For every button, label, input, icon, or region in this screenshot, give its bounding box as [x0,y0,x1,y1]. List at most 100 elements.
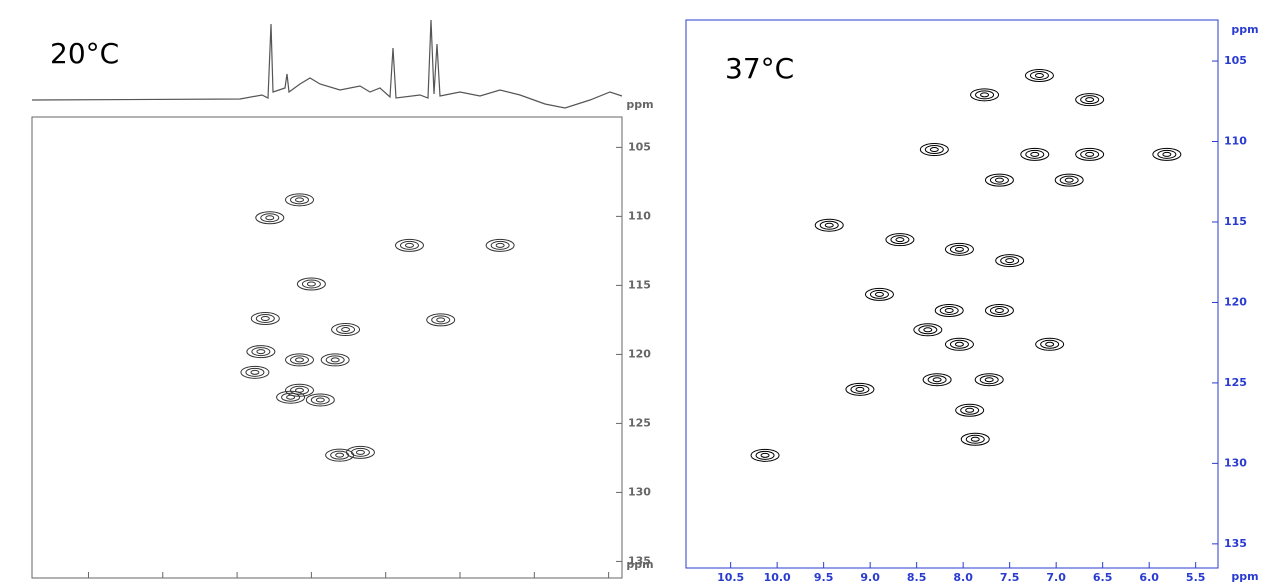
contour [895,237,905,243]
contour [285,193,315,207]
y-axis-label: ppm [1231,23,1258,36]
contour [355,449,365,455]
peak [960,432,990,446]
contour [286,394,296,400]
peak [1152,147,1182,161]
y-tick-label: 110 [1224,135,1247,148]
contour [330,450,350,460]
contour [974,373,1004,387]
contour [426,313,456,327]
contour [1030,151,1040,157]
peak [250,312,280,326]
y-tick-label: 135 [1224,537,1247,550]
contour [944,337,974,351]
contour [345,445,375,459]
peak [974,373,1004,387]
contour [929,147,939,153]
contour [315,397,325,403]
contour [1045,341,1055,347]
contour [320,353,350,367]
y-tick-label: 125 [1224,376,1247,389]
contour [335,452,345,458]
peak [845,382,875,396]
contour [1059,175,1079,185]
contour [960,405,980,415]
contour [330,357,340,363]
contour [404,242,414,248]
y-axis-label: ppm [626,98,653,111]
contour [1075,93,1105,107]
contour [932,377,942,383]
contour [939,305,959,315]
contour [301,279,321,289]
contour [255,314,275,324]
x-tick-label: 9.0 [860,571,880,583]
contour [850,384,870,394]
contour [1024,69,1054,83]
contour [918,325,938,335]
contour [240,365,270,379]
peak [305,393,335,407]
contour [1000,256,1020,266]
contour [399,240,419,250]
contour [819,220,839,230]
peak [325,448,355,462]
contour [984,173,1014,187]
contour [989,175,1009,185]
contour [944,307,954,313]
contour [281,392,301,402]
x-tick-label: 5.5 [1186,571,1206,583]
contour [290,385,310,395]
y-tick-label: 120 [1224,295,1247,308]
contour [760,452,770,458]
x-tick-label: 6.5 [1093,571,1113,583]
contour [954,246,964,252]
contour [250,312,280,326]
contour [934,303,964,317]
peak [296,277,326,291]
contour [485,238,515,252]
plot-frame [31,116,623,579]
y-tick-label: 130 [1224,456,1247,469]
x-tick-label: 8.0 [953,571,973,583]
x-tick-label: 7.0 [1046,571,1066,583]
contour [1025,149,1045,159]
contour [954,341,964,347]
peak [885,233,915,247]
contour [245,367,265,377]
peak [913,323,943,337]
y-tick-label: 120 [628,347,651,360]
contour [949,244,969,254]
contour [885,233,915,247]
peak [1024,69,1054,83]
peak [1020,147,1050,161]
contour [994,177,1004,183]
peak [276,390,306,404]
contour [949,339,969,349]
y-tick-label: 130 [628,485,651,498]
peak [426,313,456,327]
contour [980,92,990,98]
peak [1075,147,1105,161]
peak [955,403,985,417]
contour [260,316,270,322]
contour [975,90,995,100]
peak [285,353,315,367]
y-tick-label: 115 [628,278,651,291]
x-tick-label: 8.5 [907,571,927,583]
contour [325,355,345,365]
contour [431,315,451,325]
contour [256,349,266,355]
contour [255,211,285,225]
peak [750,448,780,462]
contour [955,403,985,417]
peak [240,365,270,379]
contour [922,373,952,387]
contour [1085,97,1095,103]
contour [970,88,1000,102]
contour [890,235,910,245]
contour [970,436,980,442]
contour [814,218,844,232]
contour [310,395,330,405]
contour [296,277,326,291]
